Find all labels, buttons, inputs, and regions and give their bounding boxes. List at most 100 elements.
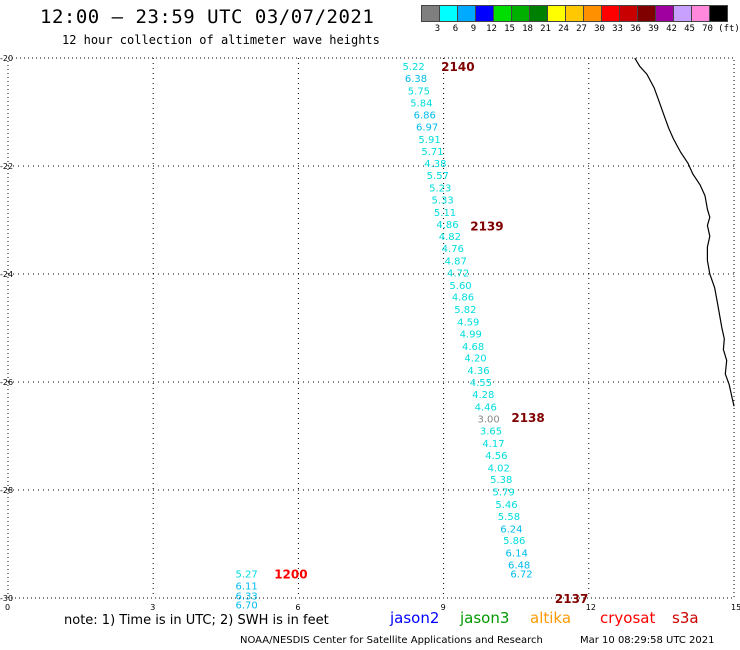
wave-height-value: 4.46: [475, 402, 497, 413]
legend-label: 39: [648, 24, 659, 34]
page-subtitle: 12 hour collection of altimeter wave hei…: [62, 33, 380, 47]
wave-height-value: 5.11: [434, 208, 456, 219]
x-tick-label: 9: [441, 603, 446, 612]
wave-height-value: 5.22: [402, 62, 424, 73]
wave-height-value: 6.38: [405, 74, 427, 85]
wave-height-value: 5.46: [495, 500, 517, 511]
wave-height-value: 6.33: [235, 591, 257, 602]
legend-label: 24: [558, 24, 569, 34]
satellite-name: altika: [530, 609, 572, 627]
wave-height-value: 5.60: [449, 281, 471, 292]
legend-label: 9: [470, 24, 477, 34]
legend-label: 6: [452, 24, 459, 34]
wave-height-value: 5.27: [235, 570, 257, 581]
legend-label: 30: [594, 24, 605, 34]
wave-height-value: 5.84: [410, 98, 432, 109]
wave-height-value: 5.82: [454, 305, 476, 316]
wave-height-value: 4.55: [470, 378, 492, 389]
pass-labels: 2140 2139 2138 2137 1200: [274, 60, 588, 606]
wave-height-value: 4.68: [462, 342, 484, 353]
y-tick-label: -22: [0, 162, 13, 171]
wave-height-value: 4.59: [457, 318, 479, 329]
wave-height-values: 5.226.385.755.84 6.866.975.915.714.385.57…: [235, 62, 532, 611]
pass-number-label: 2137: [555, 592, 588, 606]
wave-height-value: 4.02: [488, 463, 510, 474]
y-tick-label: -26: [0, 378, 13, 387]
wave-height-value: 4.86: [452, 293, 474, 304]
legend-label: 27: [576, 24, 587, 34]
wave-height-value: 5.71: [421, 147, 443, 158]
footer-note: note: 1) Time is in UTC; 2) SWH is in fe…: [64, 613, 329, 628]
legend-swatch: [709, 5, 728, 22]
wave-height-value: 5.38: [490, 475, 512, 486]
footer-timestamp: Mar 10 08:29:58 UTC 2021: [580, 635, 715, 646]
wave-height-value: 4.72: [447, 268, 469, 279]
x-tick-label: 12: [586, 603, 596, 612]
y-tick-label: -24: [0, 270, 13, 279]
legend-label: 15: [504, 24, 515, 34]
wave-height-value: 4.28: [472, 390, 494, 401]
legend-label: 3: [434, 24, 441, 34]
satellite-name: jason3: [460, 609, 510, 627]
wave-height-value: 5.33: [432, 195, 454, 206]
legend-label: 12: [486, 24, 497, 34]
wave-height-value: 5.23: [429, 184, 451, 195]
wave-height-value: 5.58: [498, 512, 520, 523]
wave-height-value: 6.86: [414, 111, 436, 122]
wave-height-value: 4.36: [467, 366, 489, 377]
coastline: [634, 57, 735, 407]
wave-height-value: 6.14: [506, 549, 528, 560]
wave-height-value: 4.99: [460, 329, 482, 340]
x-tick-label: 3: [150, 603, 155, 612]
wave-height-value: 4.87: [445, 257, 467, 268]
frame-border: [7, 57, 735, 599]
wave-height-value: 6.48: [508, 561, 530, 572]
pass-number-label: 2139: [470, 219, 503, 233]
wave-height-value: 6.70: [235, 600, 257, 611]
satellite-name: jason2: [390, 609, 440, 627]
wave-height-value: 4.20: [464, 354, 486, 365]
wave-height-value: 5.79: [492, 488, 514, 499]
wave-height-value: 4.76: [442, 244, 464, 255]
wave-height-value: 5.57: [427, 171, 449, 182]
wave-height-value: 4.82: [439, 232, 461, 243]
legend-label: 42: [666, 24, 677, 34]
wave-height-value: 4.38: [424, 159, 446, 170]
wave-height-value: 4.56: [485, 451, 507, 462]
y-tick-label: -30: [0, 594, 13, 603]
legend-label: 70: [702, 24, 713, 34]
wave-height-value: 6.24: [500, 524, 522, 535]
wave-height-value: 6.11: [235, 582, 257, 593]
wave-height-value: 4.17: [482, 439, 504, 450]
page-title: 12:00 – 23:59 UTC 03/07/2021: [40, 6, 375, 28]
legend-unit: (ft): [718, 24, 740, 34]
x-tick-label: 15: [731, 603, 740, 612]
wave-height-value: 5.86: [503, 536, 525, 547]
satellite-name: cryosat: [600, 609, 656, 627]
map-frame: [7, 57, 735, 599]
wave-height-value: 3.65: [480, 427, 502, 438]
legend-label: 21: [540, 24, 551, 34]
legend-label: 36: [630, 24, 641, 34]
coastline-path: [634, 57, 735, 407]
wave-height-value: 5.75: [408, 86, 430, 97]
x-tick-label: 0: [5, 603, 10, 612]
wave-height-value: 4.86: [436, 220, 458, 231]
x-tick-label: 6: [295, 603, 300, 612]
map-grid: [8, 58, 734, 598]
axis-ticks: -20 -22 -24 -26 -28 -300 3 6 9 12 15: [0, 54, 740, 612]
y-tick-label: -28: [0, 486, 13, 495]
legend-label: 45: [684, 24, 695, 34]
pass-number-label: 2138: [511, 411, 544, 425]
satellite-name: s3a: [672, 609, 699, 627]
pass-number-label: 2140: [441, 60, 474, 74]
legend-label: 18: [522, 24, 533, 34]
wave-height-value: 6.72: [510, 570, 532, 581]
wave-height-value: 6.97: [416, 123, 438, 134]
y-tick-label: -20: [0, 54, 13, 63]
legend-label: 33: [612, 24, 623, 34]
wave-height-value: 3.00: [477, 415, 499, 426]
wave-height-value: 5.91: [418, 135, 440, 146]
pass-number-label: 1200: [274, 568, 307, 582]
